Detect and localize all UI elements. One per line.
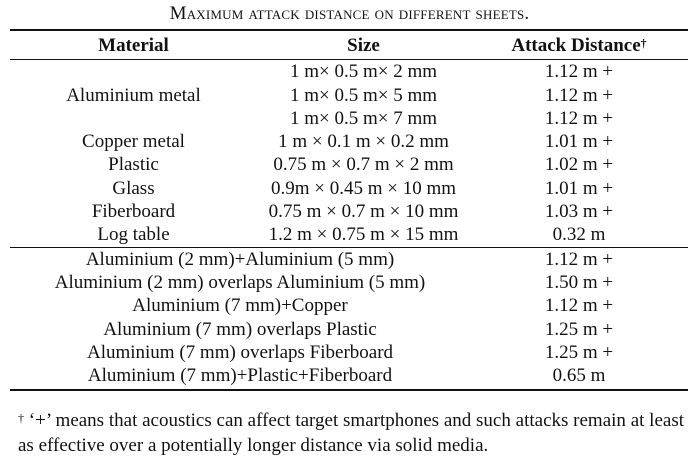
size-cell: 1.2 m × 0.75 m × 15 mm bbox=[268, 224, 459, 246]
table-row: 1 m× 0.5 m× 7 mm 1.12 m + bbox=[10, 107, 688, 130]
table-row: Fiberboard 0.75 m × 0.7 m × 10 mm 1.03 m… bbox=[10, 200, 688, 223]
distance-cell: 1.12 m + bbox=[544, 107, 614, 129]
table-row: Aluminium (7 mm) overlaps Fiberboard 1.2… bbox=[10, 341, 688, 364]
size-cell: 0.75 m × 0.7 m × 10 mm bbox=[268, 201, 459, 223]
material-cell: Copper metal bbox=[82, 131, 185, 153]
material-cell bbox=[10, 107, 257, 130]
material-cell: Fiberboard bbox=[91, 201, 176, 223]
table-row: Aluminium (2 mm) overlaps Aluminium (5 m… bbox=[10, 271, 688, 294]
table-row: Aluminium (7 mm)+Plastic+Fiberboard 0.65… bbox=[10, 364, 688, 392]
distance-cell: 1.12 m + bbox=[544, 61, 614, 83]
footnote-text: ‘+’ means that acoustics can affect targ… bbox=[18, 410, 684, 456]
distance-cell: 1.12 m + bbox=[544, 84, 614, 106]
combination-cell: Aluminium (2 mm) overlaps Aluminium (5 m… bbox=[54, 271, 426, 293]
combination-cell: Aluminium (7 mm)+Copper bbox=[132, 295, 348, 317]
size-cell: 1 m× 0.5 m× 7 mm bbox=[289, 107, 438, 129]
distance-cell: 1.12 m + bbox=[544, 295, 614, 317]
distance-cell: 1.02 m + bbox=[544, 154, 614, 176]
distance-cell: 1.01 m + bbox=[544, 131, 614, 153]
table-row: Copper metal 1 m × 0.1 m × 0.2 mm 1.01 m… bbox=[10, 130, 688, 153]
combination-cell: Aluminium (7 mm) overlaps Plastic bbox=[103, 318, 377, 340]
size-cell: 1 m × 0.1 m × 0.2 mm bbox=[278, 131, 449, 153]
table-row: Glass 0.9m × 0.45 m × 10 mm 1.01 m + bbox=[10, 177, 688, 200]
footnote-dagger-mark: † bbox=[18, 411, 25, 425]
attack-distance-table: Material Size Attack Distance† 1 m× 0.5 … bbox=[10, 29, 688, 392]
distance-cell: 0.65 m bbox=[470, 364, 688, 392]
table-row: Aluminium metal 1 m× 0.5 m× 5 mm 1.12 m … bbox=[10, 84, 688, 107]
table-row: Aluminium (7 mm) overlaps Plastic 1.25 m… bbox=[10, 318, 688, 341]
combination-cell: Aluminium (7 mm)+Plastic+Fiberboard bbox=[10, 364, 470, 392]
size-cell: 1 m× 0.5 m× 2 mm bbox=[289, 61, 438, 83]
header-material: Material bbox=[98, 35, 169, 56]
combination-cell: Aluminium (2 mm)+Aluminium (5 mm) bbox=[10, 246, 470, 271]
distance-cell: 0.32 m bbox=[552, 224, 606, 246]
header-row: Material Size Attack Distance† bbox=[10, 30, 688, 60]
material-cell: Aluminium metal bbox=[66, 84, 201, 106]
table-row: Aluminium (7 mm)+Copper 1.12 m + bbox=[10, 294, 688, 317]
size-cell: 0.75 m × 0.7 m × 2 mm bbox=[273, 154, 454, 176]
table-row: Plastic 0.75 m × 0.7 m × 2 mm 1.02 m + bbox=[10, 153, 688, 176]
distance-cell: 1.50 m + bbox=[544, 271, 614, 293]
table-caption: Maximum attack distance on different she… bbox=[169, 3, 530, 24]
material-cell: Glass bbox=[112, 177, 155, 199]
distance-cell: 1.25 m + bbox=[544, 318, 614, 340]
material-cell bbox=[10, 60, 257, 84]
distance-cell: 1.01 m + bbox=[544, 177, 614, 199]
table-row: Log table 1.2 m × 0.75 m × 15 mm 0.32 m bbox=[10, 223, 688, 247]
table-row: Aluminium (2 mm)+Aluminium (5 mm) 1.12 m… bbox=[10, 246, 688, 271]
table-row: 1 m× 0.5 m× 2 mm 1.12 m + bbox=[10, 60, 688, 84]
header-distance: Attack Distance† bbox=[511, 35, 647, 56]
material-cell: Log table bbox=[97, 224, 170, 246]
size-cell: 1 m× 0.5 m× 5 mm bbox=[289, 84, 438, 106]
header-size: Size bbox=[347, 35, 380, 56]
distance-cell: 1.03 m + bbox=[544, 201, 614, 223]
size-cell: 0.9m × 0.45 m × 10 mm bbox=[270, 177, 457, 199]
table-footnote: † ‘+’ means that acoustics can affect ta… bbox=[18, 408, 684, 458]
distance-cell: 1.12 m + bbox=[470, 246, 688, 271]
material-cell: Plastic bbox=[108, 154, 159, 176]
distance-cell: 1.25 m + bbox=[544, 341, 614, 363]
dagger-mark: † bbox=[640, 36, 647, 50]
combination-cell: Aluminium (7 mm) overlaps Fiberboard bbox=[86, 341, 394, 363]
